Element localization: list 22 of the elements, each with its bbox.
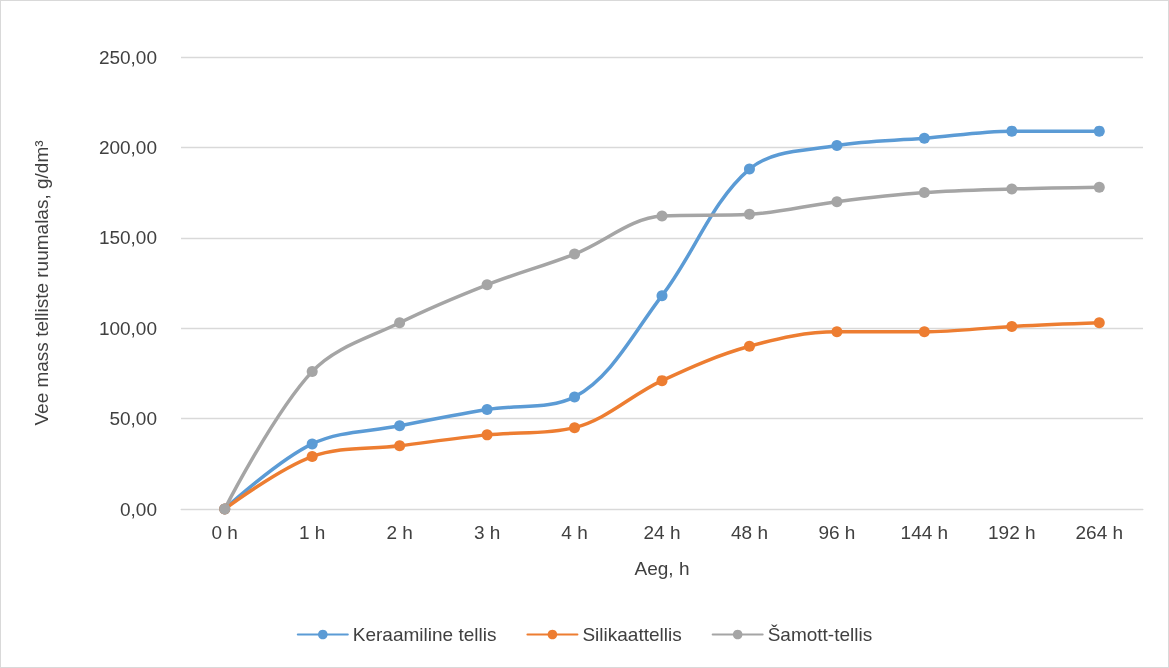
legend-label: Silikaattellis (582, 624, 682, 645)
x-axis-title: Aeg, h (634, 558, 690, 579)
x-tick-label: 48 h (730, 522, 768, 543)
x-tick-label: 264 h (1075, 522, 1124, 543)
y-tick-label: 50,00 (109, 408, 157, 430)
x-tick-label: 4 h (561, 522, 588, 543)
x-tick-label: 2 h (386, 522, 413, 543)
x-tick-label: 96 h (818, 522, 856, 543)
x-tick-label: 1 h (298, 522, 326, 543)
y-tick-label: 100,00 (98, 317, 157, 339)
y-tick-label: 0,00 (120, 498, 157, 520)
legend-label: Šamott-tellis (767, 624, 873, 645)
y-axis-title: Vee mass telliste ruumalas, g/dm³ (31, 140, 52, 426)
x-tick-label: 192 h (988, 522, 1036, 543)
y-tick-label: 200,00 (98, 136, 157, 158)
x-tick-label: 144 h (900, 522, 949, 543)
x-tick-label: 0 h (211, 522, 238, 543)
x-tick-label: 3 h (473, 522, 501, 543)
x-tick-label: 24 h (643, 522, 681, 543)
legend-label: Keraamiline tellis (352, 624, 497, 645)
y-tick-label: 150,00 (98, 227, 157, 249)
y-tick-label: 250,00 (98, 46, 157, 68)
